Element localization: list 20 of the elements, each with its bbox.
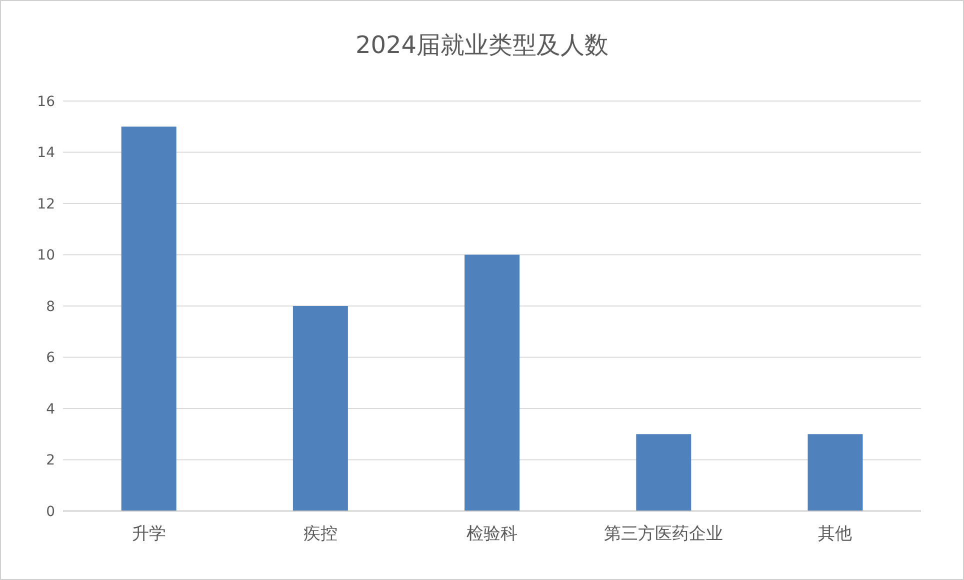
y-tick-label: 0 <box>46 504 55 520</box>
y-tick-label: 14 <box>37 145 56 162</box>
y-tick-label: 12 <box>37 196 55 212</box>
y-tick-label: 6 <box>46 350 56 366</box>
y-tick-label: 16 <box>37 94 56 110</box>
bar <box>636 434 692 511</box>
bar <box>121 126 176 511</box>
x-tick-label: 检验科 <box>466 524 518 544</box>
y-tick-label: 8 <box>46 298 55 315</box>
chart-title: 2024届就业类型及人数 <box>354 30 610 61</box>
x-tick-label: 其他 <box>818 524 852 544</box>
bar <box>808 434 863 511</box>
bar <box>292 306 348 511</box>
bar <box>464 254 520 511</box>
y-tick-label: 10 <box>37 248 55 264</box>
x-tick-label: 第三方医药企业 <box>604 524 724 544</box>
x-tick-label: 疾控 <box>303 524 338 544</box>
y-tick-label: 2 <box>46 452 55 469</box>
y-tick-label: 4 <box>46 401 56 418</box>
x-tick-label: 升学 <box>132 524 166 544</box>
